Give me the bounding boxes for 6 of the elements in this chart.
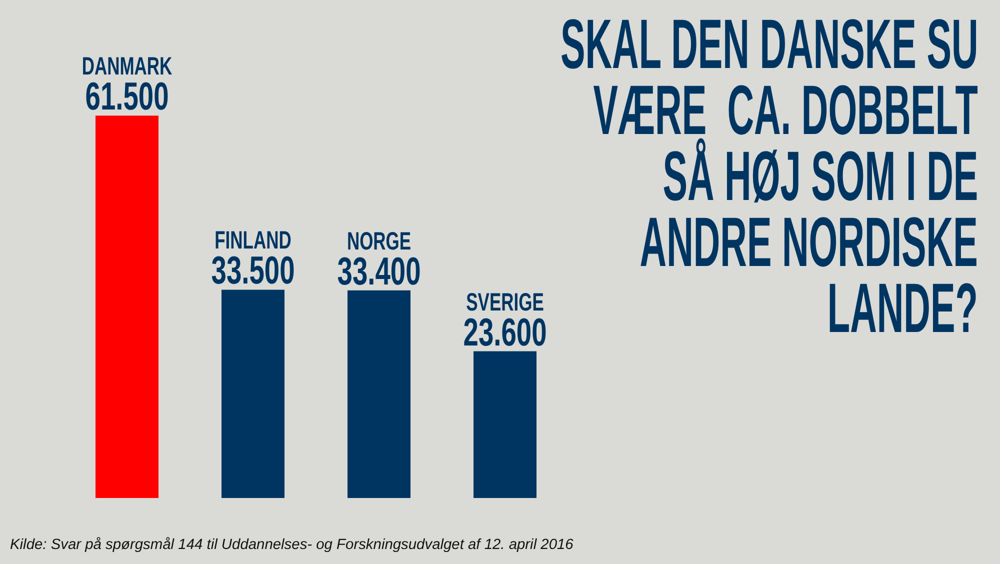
bar bbox=[474, 351, 536, 498]
bar bbox=[96, 116, 158, 498]
text: Kilde: Svar på spørgsmål 144 til Uddannelses- og Forskningsudvalget af 12. april 2016 bbox=[10, 537, 574, 553]
text: SKAL DEN DANSKE SU VÆRE CA. DOBBELT SÅ HØJ SOM I DE ANDRE NORDISKE LANDE? bbox=[560, 5, 978, 347]
bar bbox=[222, 290, 284, 498]
bar bbox=[348, 290, 410, 498]
